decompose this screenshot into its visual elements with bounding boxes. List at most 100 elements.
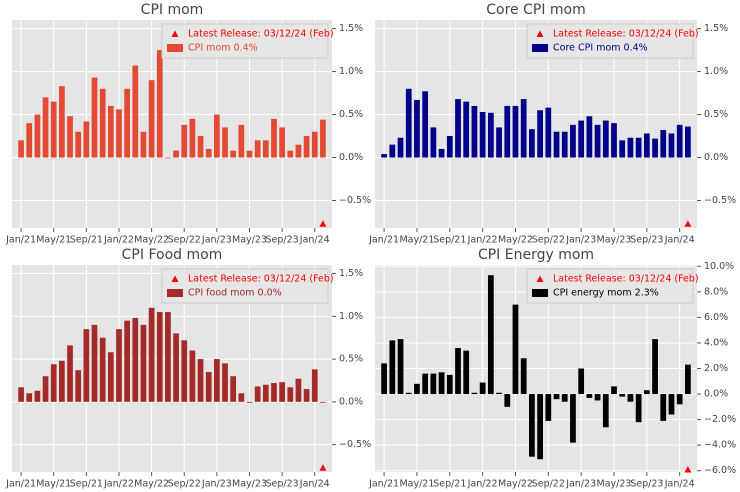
bar: [520, 358, 527, 395]
x-tick-label: May/21: [399, 479, 434, 490]
bar: [107, 352, 114, 402]
bar: [99, 337, 106, 402]
bar: [222, 127, 228, 158]
latest-marker: [319, 220, 327, 227]
y-tick-label: 0.5%: [339, 109, 363, 120]
y-tick-label: 0.0%: [704, 389, 728, 400]
legend-label: CPI food mom 0.0%: [188, 288, 282, 299]
bar: [545, 394, 552, 421]
y-tick-label: 1.5%: [339, 23, 363, 34]
bar: [529, 129, 535, 158]
bar: [42, 376, 49, 402]
bar: [50, 364, 57, 402]
bar: [685, 364, 691, 395]
bar: [455, 348, 461, 395]
bar: [246, 401, 253, 403]
bar: [381, 154, 387, 158]
bar: [214, 114, 220, 158]
x-tick-label: Jan/22: [103, 235, 134, 246]
bar: [586, 394, 593, 398]
bar: [246, 150, 253, 158]
legend-label: Latest Release: 03/12/24 (Feb): [553, 274, 699, 285]
bar: [124, 88, 130, 158]
latest-marker: [684, 220, 692, 227]
legend-label: CPI energy mom 2.3%: [553, 288, 659, 299]
bar: [287, 150, 294, 158]
y-tick-label: −6.0%: [704, 465, 736, 476]
bar: [271, 118, 277, 158]
bar: [487, 275, 494, 395]
bar: [34, 114, 41, 158]
bar: [214, 359, 220, 402]
bar: [446, 136, 453, 158]
bar: [287, 387, 294, 402]
bar: [397, 137, 404, 158]
x-tick-label: May/22: [134, 479, 169, 490]
bar: [116, 109, 122, 158]
bar: [627, 137, 634, 158]
bar: [205, 371, 212, 402]
bar: [303, 136, 310, 158]
bar: [586, 116, 593, 158]
bar: [165, 312, 171, 402]
bar: [311, 369, 318, 402]
bar: [422, 91, 429, 158]
y-tick-label: 1.5%: [339, 268, 363, 279]
bar: [107, 105, 114, 158]
legend-marker: [536, 275, 544, 282]
x-tick-label: May/22: [498, 235, 533, 246]
bar: [570, 124, 576, 158]
bar: [545, 107, 552, 158]
bar: [446, 374, 453, 395]
bar: [59, 360, 65, 402]
bar: [173, 150, 179, 158]
bar: [512, 304, 519, 395]
bar: [512, 105, 519, 158]
bar: [254, 140, 261, 158]
x-tick-label: May/21: [399, 235, 434, 246]
x-tick-label: Jan/23: [565, 479, 596, 490]
x-tick-label: May/23: [232, 479, 267, 490]
x-tick-label: Jan/24: [299, 235, 330, 246]
x-tick-label: May/22: [498, 479, 533, 490]
bar: [643, 390, 650, 395]
chart-title: CPI Food mom: [122, 247, 223, 263]
legend-label: Latest Release: 03/12/24 (Feb): [553, 29, 699, 40]
legend-marker: [171, 275, 179, 282]
x-tick-label: Sep/21: [70, 479, 103, 490]
bar: [132, 318, 139, 402]
y-tick-label: 4.0%: [704, 337, 728, 348]
x-tick-label: Jan/23: [201, 235, 232, 246]
latest-marker: [684, 465, 692, 473]
bar: [205, 148, 212, 158]
bar: [619, 140, 626, 158]
bar: [165, 157, 171, 159]
legend-box: [161, 23, 329, 59]
bar: [504, 394, 511, 407]
bar: [611, 123, 617, 158]
bar: [414, 99, 420, 158]
x-tick-label: Sep/23: [630, 235, 663, 246]
x-tick-label: Jan/23: [565, 235, 596, 246]
bar: [91, 77, 98, 158]
x-tick-label: Sep/21: [433, 479, 466, 490]
bar: [438, 372, 445, 395]
bar: [303, 389, 310, 402]
legend-label: Latest Release: 03/12/24 (Feb): [188, 274, 334, 285]
x-tick-label: Jan/22: [467, 235, 498, 246]
bar: [230, 376, 237, 402]
bar: [50, 101, 57, 158]
bar: [67, 345, 73, 402]
legend-label: Latest Release: 03/12/24 (Feb): [188, 29, 334, 40]
bar: [414, 383, 420, 395]
y-tick-label: 1.0%: [339, 311, 363, 322]
bar: [83, 121, 90, 158]
bar: [430, 373, 437, 395]
bar: [34, 390, 41, 402]
bar: [148, 80, 155, 158]
bar: [75, 370, 82, 402]
legend-box: [526, 23, 694, 59]
x-tick-label: Jan/24: [299, 479, 330, 490]
x-tick-label: May/23: [232, 235, 267, 246]
x-tick-label: Sep/23: [266, 479, 299, 490]
